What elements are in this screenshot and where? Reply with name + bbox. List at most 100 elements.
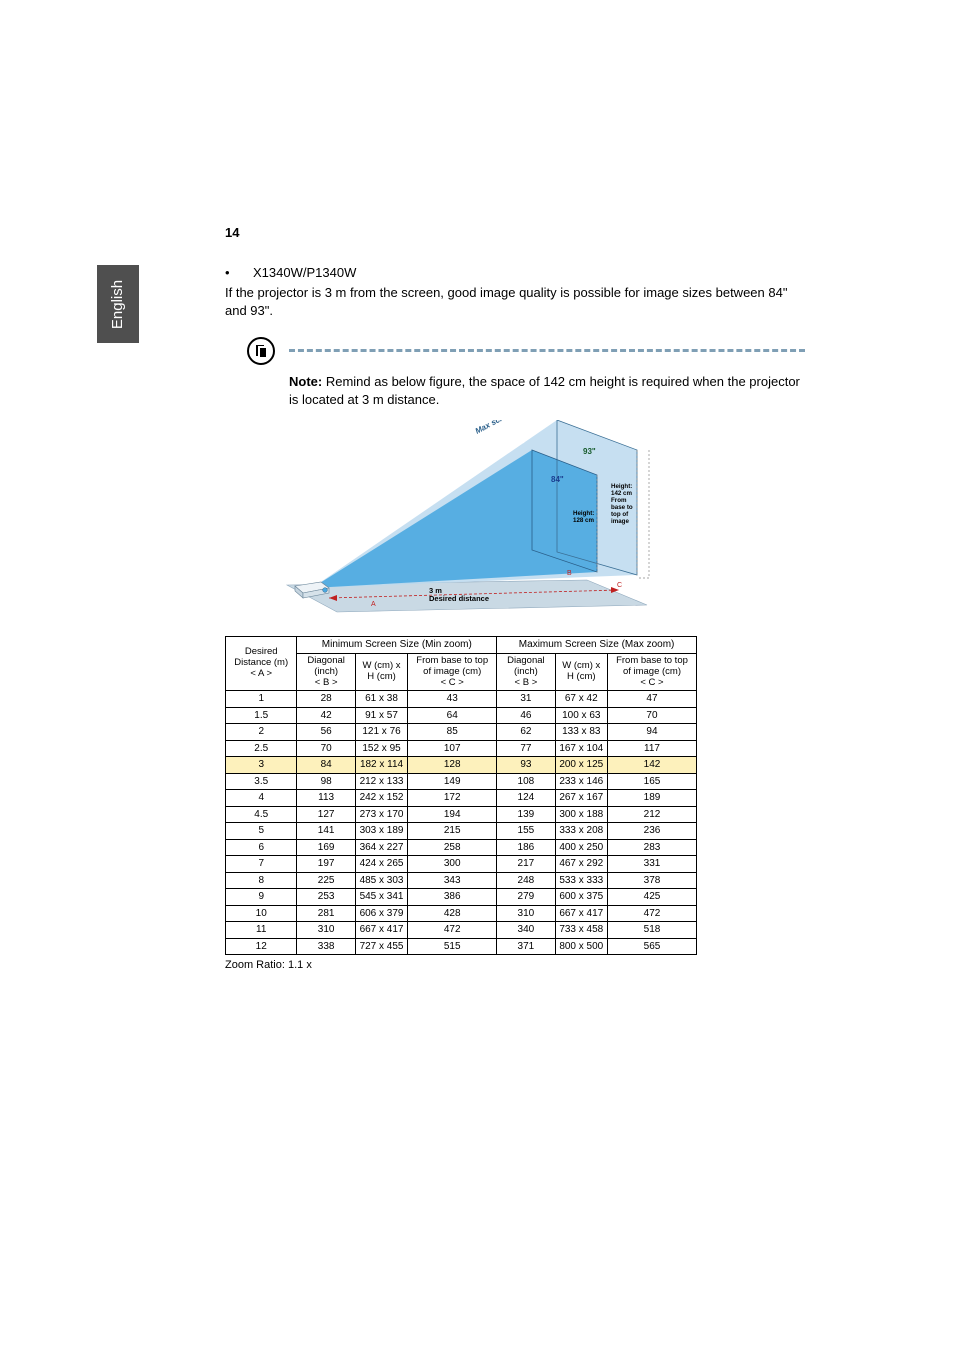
table-cell: 85 bbox=[408, 724, 497, 741]
table-cell: 98 bbox=[297, 773, 355, 790]
table-cell: 518 bbox=[607, 922, 696, 939]
table-cell: 47 bbox=[607, 691, 696, 708]
table-cell: 186 bbox=[497, 839, 555, 856]
table-cell: 70 bbox=[607, 707, 696, 724]
diagram-height-left: Height: 128 cm bbox=[573, 510, 596, 524]
table-cell: 600 x 375 bbox=[555, 889, 607, 906]
table-cell: 281 bbox=[297, 905, 355, 922]
model-bullet: •X1340W/P1340W bbox=[225, 265, 805, 280]
diagram-min-angle: 84" bbox=[551, 475, 564, 484]
table-cell: 200 x 125 bbox=[555, 757, 607, 774]
table-cell: 606 x 379 bbox=[355, 905, 407, 922]
table-cell: 128 bbox=[408, 757, 497, 774]
table-cell: 155 bbox=[497, 823, 555, 840]
table-cell: 56 bbox=[297, 724, 355, 741]
bullet-icon: • bbox=[225, 265, 253, 280]
table-row: 11310667 x 417472340733 x 458518 bbox=[226, 922, 697, 939]
table-cell: 310 bbox=[297, 922, 355, 939]
table-cell: 141 bbox=[297, 823, 355, 840]
table-cell: 515 bbox=[408, 938, 497, 955]
table-cell: 225 bbox=[297, 872, 355, 889]
table-cell: 107 bbox=[408, 740, 497, 757]
table-cell: 62 bbox=[497, 724, 555, 741]
table-cell: 667 x 417 bbox=[555, 905, 607, 922]
table-cell: 4.5 bbox=[226, 806, 297, 823]
table-cell: 165 bbox=[607, 773, 696, 790]
col-max-wh: W (cm) x H (cm) bbox=[555, 653, 607, 691]
table-row: 3.598212 x 133149108233 x 146165 bbox=[226, 773, 697, 790]
table-cell: 279 bbox=[497, 889, 555, 906]
table-cell: 3.5 bbox=[226, 773, 297, 790]
table-row: 10281606 x 379428310667 x 417472 bbox=[226, 905, 697, 922]
table-cell: 11 bbox=[226, 922, 297, 939]
table-cell: 733 x 458 bbox=[555, 922, 607, 939]
language-tab: English bbox=[97, 265, 139, 343]
table-cell: 300 x 188 bbox=[555, 806, 607, 823]
table-cell: 425 bbox=[607, 889, 696, 906]
table-cell: 215 bbox=[408, 823, 497, 840]
table-row: 256121 x 768562133 x 8394 bbox=[226, 724, 697, 741]
zoom-ratio: Zoom Ratio: 1.1 x bbox=[225, 959, 805, 971]
table-cell: 343 bbox=[408, 872, 497, 889]
table-cell: 545 x 341 bbox=[355, 889, 407, 906]
table-cell: 364 x 227 bbox=[355, 839, 407, 856]
table-cell: 117 bbox=[607, 740, 696, 757]
table-cell: 267 x 167 bbox=[555, 790, 607, 807]
col-group-max: Maximum Screen Size (Max zoom) bbox=[497, 637, 697, 654]
table-cell: 61 x 38 bbox=[355, 691, 407, 708]
table-cell: 333 x 208 bbox=[555, 823, 607, 840]
diagram-b-label: B bbox=[567, 570, 572, 577]
table-cell: 7 bbox=[226, 856, 297, 873]
table-row: 2.570152 x 9510777167 x 104117 bbox=[226, 740, 697, 757]
table-cell: 428 bbox=[408, 905, 497, 922]
note-divider-row bbox=[247, 331, 805, 365]
table-cell: 142 bbox=[607, 757, 696, 774]
table-cell: 108 bbox=[497, 773, 555, 790]
table-cell: 12 bbox=[226, 938, 297, 955]
table-cell: 70 bbox=[297, 740, 355, 757]
col-max-base: From base to top of image (cm)< C > bbox=[607, 653, 696, 691]
diagram-max-angle: 93" bbox=[583, 447, 596, 456]
model-text: X1340W/P1340W bbox=[253, 265, 356, 280]
table-cell: 100 x 63 bbox=[555, 707, 607, 724]
table-cell: 472 bbox=[408, 922, 497, 939]
table-cell: 189 bbox=[607, 790, 696, 807]
table-cell: 42 bbox=[297, 707, 355, 724]
table-cell: 565 bbox=[607, 938, 696, 955]
table-cell: 43 bbox=[408, 691, 497, 708]
col-max-diag: Diagonal (inch)< B > bbox=[497, 653, 555, 691]
table-cell: 84 bbox=[297, 757, 355, 774]
col-min-wh: W (cm) x H (cm) bbox=[355, 653, 407, 691]
table-cell: 113 bbox=[297, 790, 355, 807]
page-number: 14 bbox=[225, 225, 239, 240]
table-cell: 212 x 133 bbox=[355, 773, 407, 790]
table-cell: 139 bbox=[497, 806, 555, 823]
table-row: 1.54291 x 576446100 x 6370 bbox=[226, 707, 697, 724]
table-cell: 667 x 417 bbox=[355, 922, 407, 939]
table-cell: 152 x 95 bbox=[355, 740, 407, 757]
table-cell: 4 bbox=[226, 790, 297, 807]
col-group-min: Minimum Screen Size (Min zoom) bbox=[297, 637, 497, 654]
table-row: 12338727 x 455515371800 x 500565 bbox=[226, 938, 697, 955]
table-cell: 127 bbox=[297, 806, 355, 823]
table-cell: 242 x 152 bbox=[355, 790, 407, 807]
projection-diagram: Max screen size Min screen size 93" 84" … bbox=[277, 420, 805, 620]
diagram-c-label: C bbox=[617, 582, 622, 589]
table-row: 7197424 x 265300217467 x 292331 bbox=[226, 856, 697, 873]
col-distance: Desired Distance (m)< A > bbox=[226, 637, 297, 691]
table-cell: 236 bbox=[607, 823, 696, 840]
table-cell: 212 bbox=[607, 806, 696, 823]
table-cell: 467 x 292 bbox=[555, 856, 607, 873]
table-cell: 400 x 250 bbox=[555, 839, 607, 856]
note-text: Note: Remind as below figure, the space … bbox=[289, 373, 805, 408]
table-cell: 2 bbox=[226, 724, 297, 741]
table-cell: 1 bbox=[226, 691, 297, 708]
table-cell: 6 bbox=[226, 839, 297, 856]
main-content: •X1340W/P1340W If the projector is 3 m f… bbox=[225, 265, 805, 971]
table-cell: 5 bbox=[226, 823, 297, 840]
table-cell: 167 x 104 bbox=[555, 740, 607, 757]
table-cell: 727 x 455 bbox=[355, 938, 407, 955]
table-cell: 253 bbox=[297, 889, 355, 906]
table-cell: 3 bbox=[226, 757, 297, 774]
table-cell: 172 bbox=[408, 790, 497, 807]
